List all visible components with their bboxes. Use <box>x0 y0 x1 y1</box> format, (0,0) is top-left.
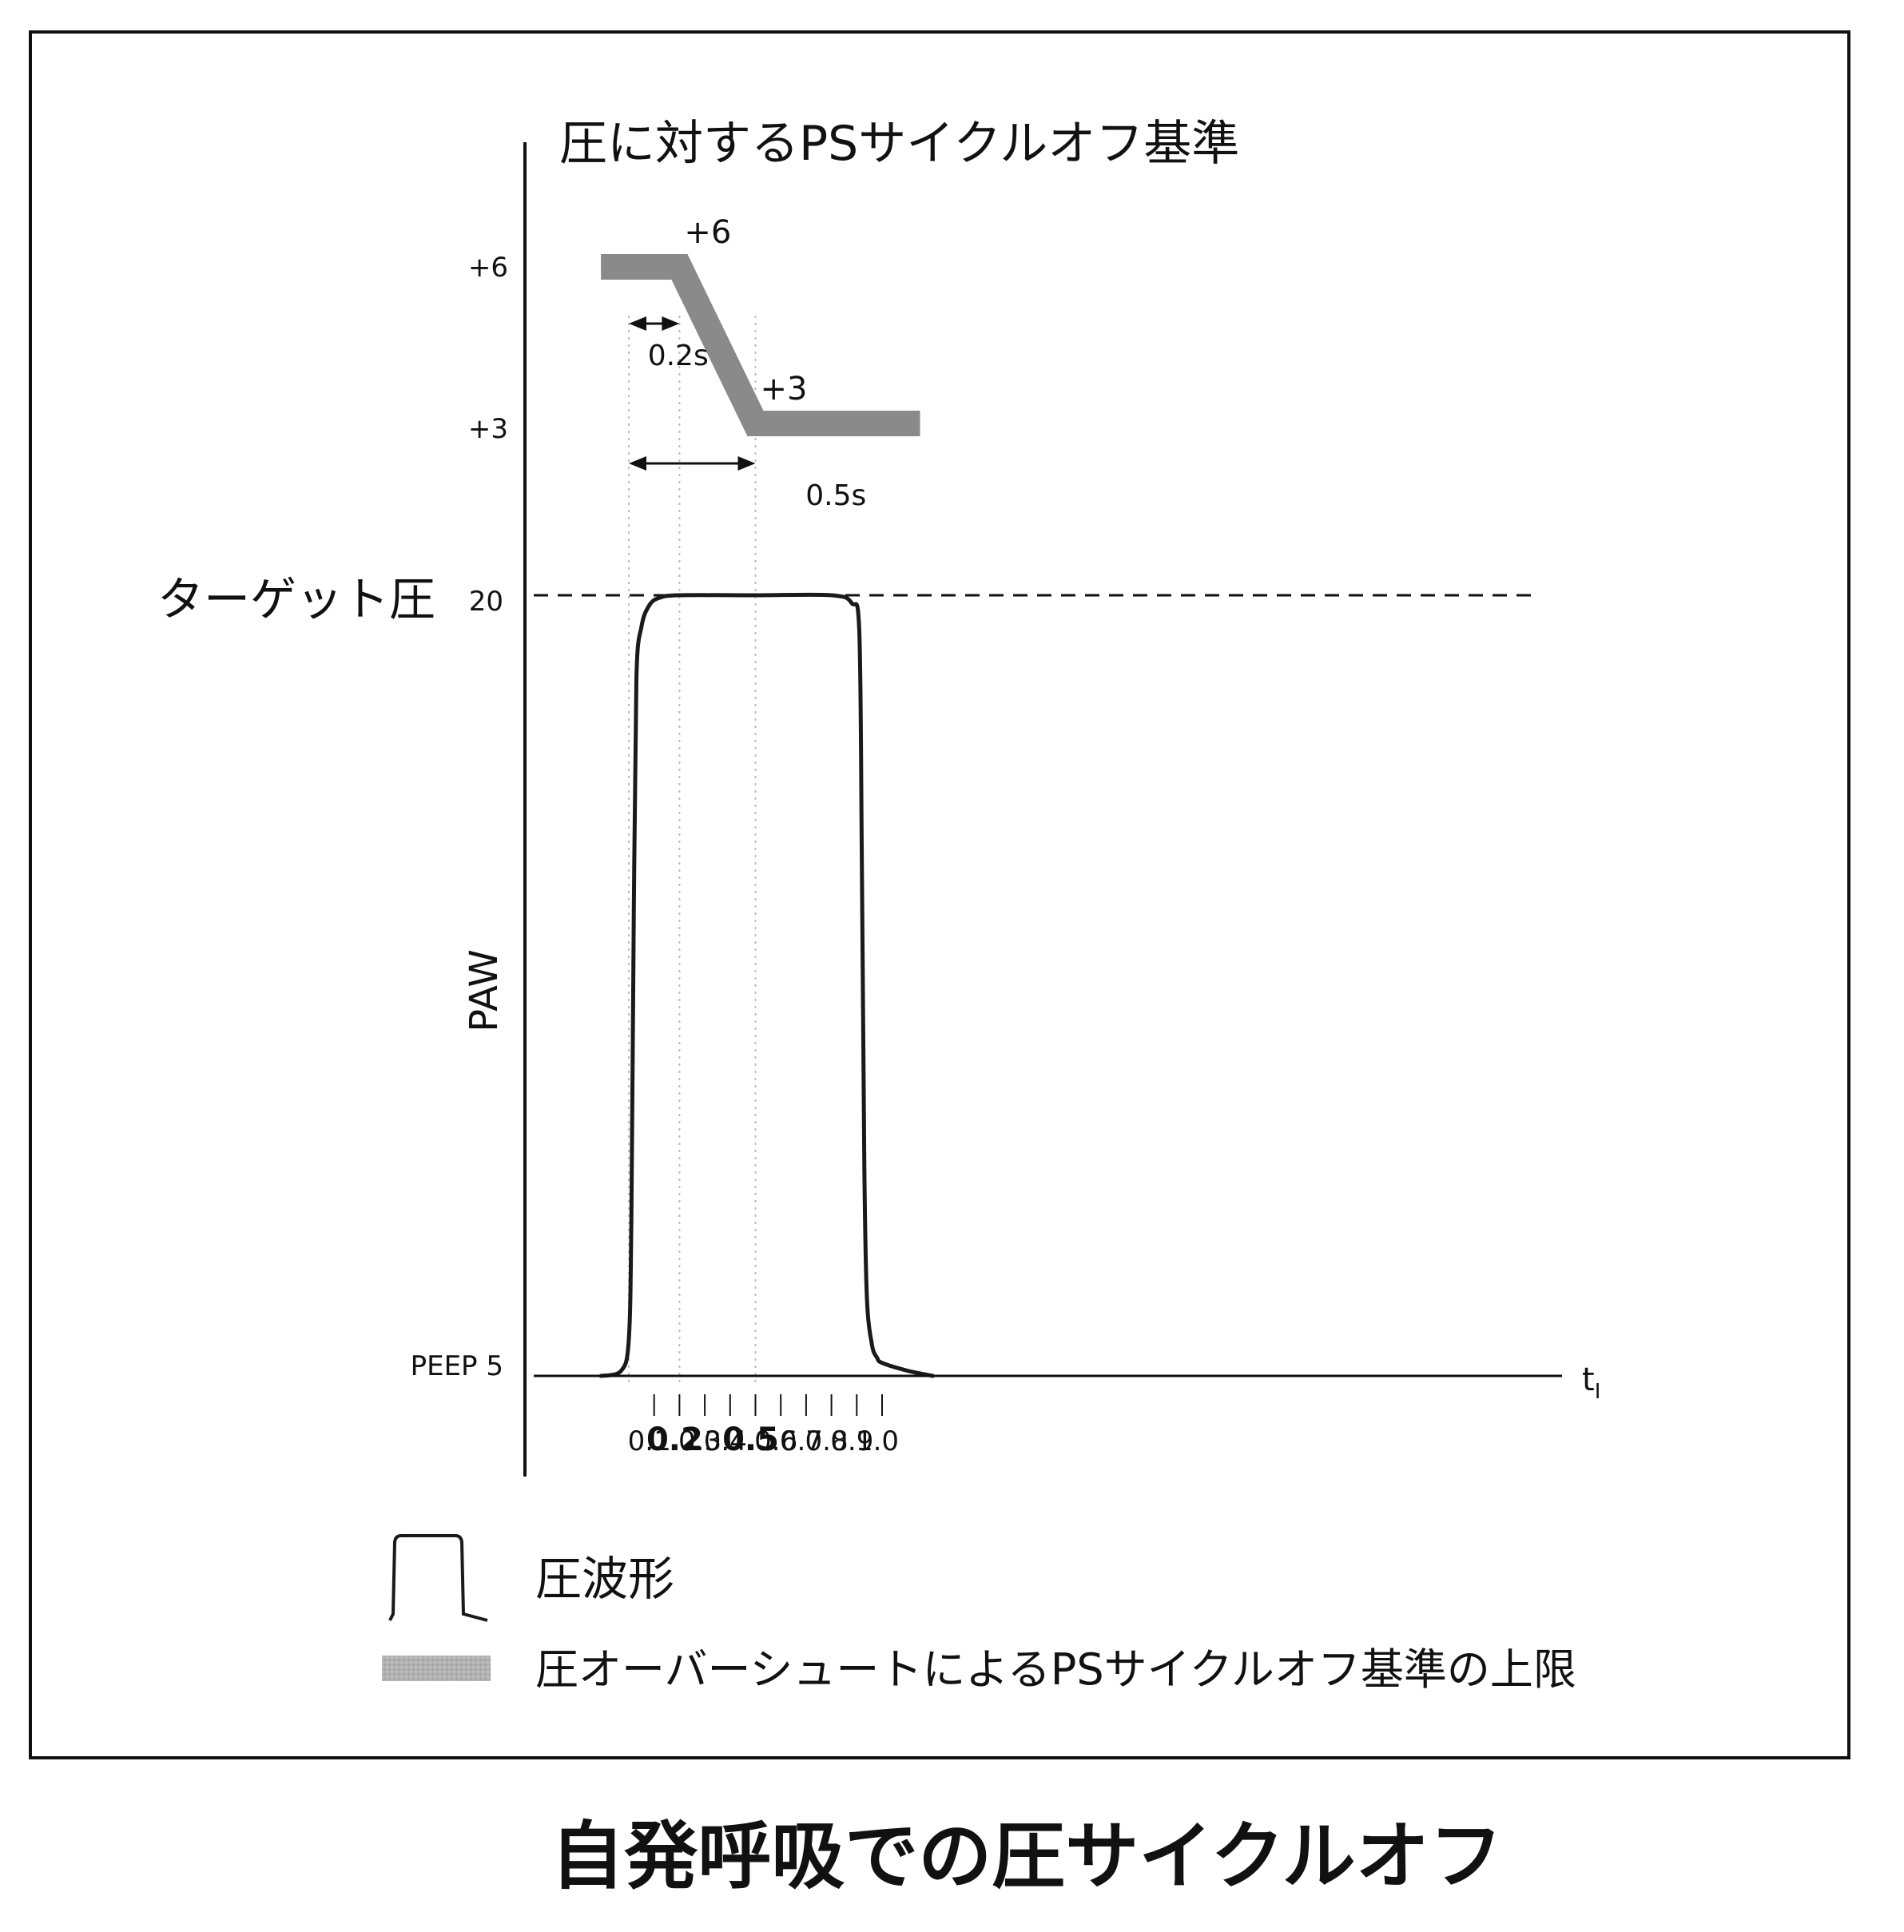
y-tick-peep: PEEP 5 <box>411 1350 503 1382</box>
figure-caption: 自発呼吸での圧サイクルオフ <box>551 1814 1502 1899</box>
x-tick-label-0.3: 0.3 <box>678 1425 721 1457</box>
y-tick-plus6: +6 <box>468 252 508 284</box>
span-arrowhead-right-1 <box>737 456 756 471</box>
legend-label-cycle-off-band: 圧オーバーシュートによるPSサイクルオフ基準の上限 <box>535 1644 1576 1695</box>
time-span-arrows <box>629 316 756 471</box>
annotation-plus6: +6 <box>684 214 731 251</box>
x-tick-label-0.8: 0.8 <box>805 1425 849 1457</box>
span-arrowhead-left-0 <box>629 316 646 331</box>
x-tick-label-0.4: 0.4 <box>704 1425 747 1457</box>
annotation-plus3: +3 <box>761 371 808 407</box>
cycle-off-band-layer <box>601 254 920 436</box>
chart-title: 圧に対するPSサイクルオフ基準 <box>559 116 1239 172</box>
legend: 圧波形 圧オーバーシュートによるPSサイクルオフ基準の上限 <box>382 1534 1576 1695</box>
legend-swatch-pressure-waveform <box>388 1534 488 1622</box>
vertical-guide-lines <box>628 316 757 1382</box>
x-tick-label-0.7: 0.7 <box>780 1425 823 1457</box>
span-arrowhead-right-0 <box>662 316 680 331</box>
x-tick-label-0.2: 0.2 <box>646 1421 703 1458</box>
x-tick-label-0.1: 0.1 <box>628 1425 671 1457</box>
target-pressure-label: ターゲット圧 <box>157 572 435 626</box>
cycle-off-band-line <box>601 254 920 436</box>
figure-frame <box>29 30 1850 1759</box>
span-label-0-5s: 0.5s <box>805 479 866 512</box>
pressure-waveform-line <box>598 592 935 1378</box>
x-axis-label: tI <box>1582 1362 1600 1404</box>
x-tick-label-0.5: 0.5 <box>722 1421 779 1458</box>
span-arrowhead-left-1 <box>629 456 646 471</box>
y-tick-plus3: +3 <box>468 413 508 445</box>
y-tick-target-20: 20 <box>469 586 503 618</box>
x-tick-label-1.0: 1.0 <box>856 1425 899 1457</box>
x-axis-ticks: 0.10.20.30.40.50.60.70.80.91.0 <box>628 1394 899 1458</box>
legend-label-pressure-waveform: 圧波形 <box>535 1552 674 1606</box>
y-axis-label: PAW <box>462 949 507 1032</box>
x-tick-label-0.6: 0.6 <box>754 1425 797 1457</box>
span-label-0-2s: 0.2s <box>648 340 709 372</box>
x-tick-label-0.9: 0.9 <box>830 1425 873 1457</box>
legend-swatch-cycle-off-band <box>382 1656 491 1681</box>
